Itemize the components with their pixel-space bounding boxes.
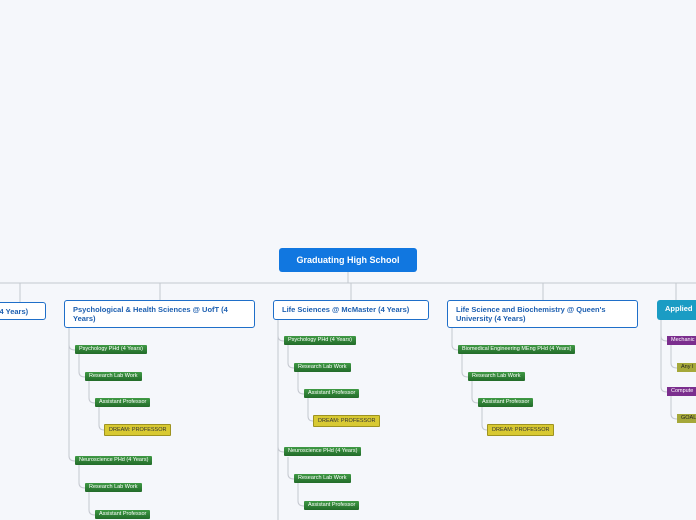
- step-node: Research Lab Work: [85, 483, 142, 492]
- branch-node: (4 Years): [0, 302, 46, 320]
- step-node: Assistant Professor: [95, 510, 151, 519]
- step-node: Research Lab Work: [294, 363, 351, 372]
- step-node: Assistant Professor: [478, 398, 534, 407]
- goal-node: DREAM: PROFESSOR: [104, 424, 172, 436]
- branch-node: Life Sciences @ McMaster (4 Years): [273, 300, 429, 320]
- program-node: Psychology PHd (4 Years): [284, 336, 356, 345]
- program-node: Compute: [667, 387, 696, 396]
- step-node: Assistant Professor: [304, 389, 360, 398]
- step-node: Assistant Professor: [304, 501, 360, 510]
- goal-node: GOAL: [677, 414, 696, 423]
- branch-node: Psychological & Health Sciences @ UofT (…: [64, 300, 255, 328]
- program-node: Biomedical Engineering MEng PHd (4 Years…: [458, 345, 576, 354]
- step-node: Research Lab Work: [294, 474, 351, 483]
- root-node: Graduating High School: [279, 248, 417, 272]
- branch-node: Life Science and Biochemistry @ Queen's …: [447, 300, 638, 328]
- goal-node: DREAM: PROFESSOR: [487, 424, 555, 436]
- step-node: Research Lab Work: [468, 372, 525, 381]
- step-node: Research Lab Work: [85, 372, 142, 381]
- goal-node: DREAM: PROFESSOR: [313, 415, 381, 427]
- step-node: Assistant Professor: [95, 398, 151, 407]
- program-node: Mechanic: [667, 336, 696, 345]
- branch-node: Applied: [657, 300, 696, 320]
- program-node: Neuroscience PHd (4 Years): [75, 456, 153, 465]
- program-node: Neuroscience PHd (4 Years): [284, 447, 362, 456]
- program-node: Psychology PHd (4 Years): [75, 345, 147, 354]
- step-node: Any I: [677, 363, 696, 372]
